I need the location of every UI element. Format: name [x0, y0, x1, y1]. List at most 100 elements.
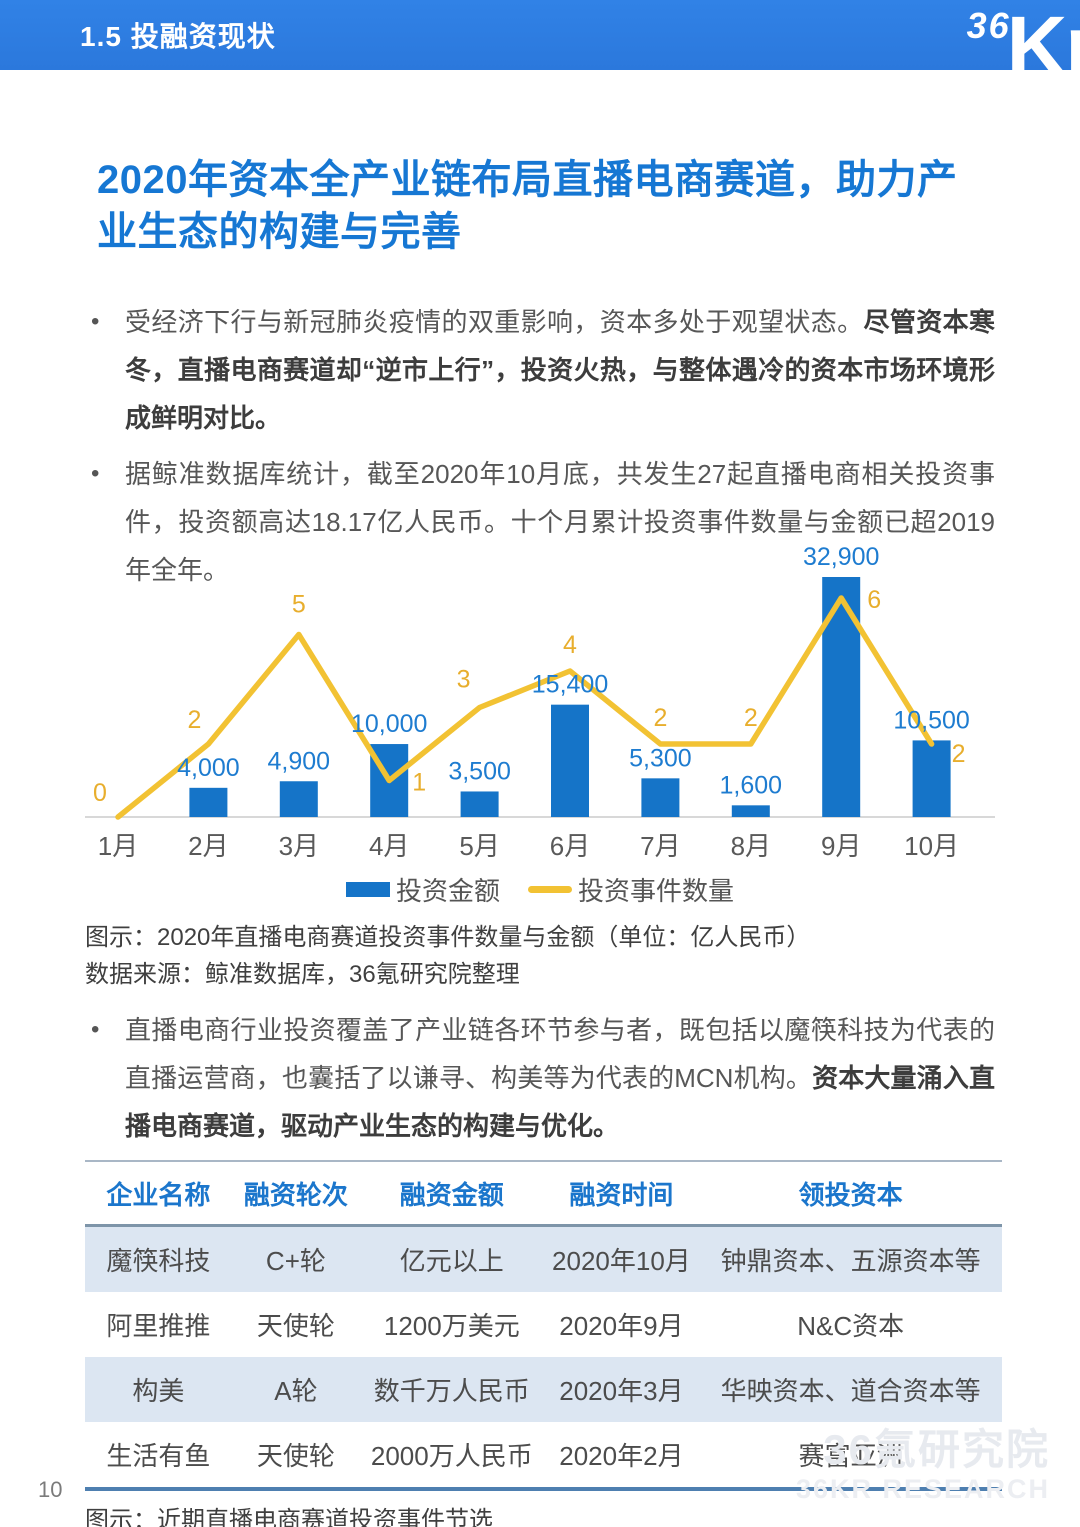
bar-3月 — [279, 781, 318, 817]
table-head: 企业名称 融资轮次 融资金额 融资时间 领投资本 — [85, 1161, 1002, 1227]
legend-swatch-line — [528, 886, 572, 893]
bar-value-label: 1,600 — [720, 771, 783, 799]
line-series — [115, 595, 935, 820]
table-header-cell: 融资轮次 — [231, 1161, 361, 1227]
legend-label-count: 投资事件数量 — [578, 876, 735, 906]
table-row: 构美 A轮 数千万人民币 2020年3月 华映资本、道合资本等 — [85, 1357, 1002, 1422]
table-body: 魔筷科技 C+轮 亿元以上 2020年10月 钟鼎资本、五源资本等 阿里推推 天… — [85, 1225, 1002, 1490]
chart-caption: 图示：2020年直播电商赛道投资事件数量与金额（单位：亿人民币） — [85, 924, 811, 951]
x-tick-label: 7月 — [640, 831, 680, 861]
watermark: 36氪研究院 36KR RESEARCH — [796, 1426, 1050, 1505]
bullet-dot-icon: • — [91, 308, 100, 335]
x-tick-label: 6月 — [550, 831, 590, 861]
bullet-dot-icon: • — [91, 460, 100, 487]
table-cell: N&C资本 — [797, 1311, 905, 1341]
chart-legend: 投资金额 投资事件数量 — [85, 871, 995, 908]
table-header-cell: 融资时间 — [543, 1161, 700, 1227]
logo-kr-text: Kr — [1006, 0, 1080, 70]
table-row: 阿里推推 天使轮 1200万美元 2020年9月 N&C资本 — [85, 1292, 1002, 1357]
table-caption: 图示：近期直播电商赛道投资事件节选 — [85, 1507, 493, 1527]
bullet-item-3: • 直播电商行业投资覆盖了产业链各环节参与者，既包括以魔筷科技为代表的直播运营商… — [85, 1006, 995, 1150]
x-tick-label: 2月 — [188, 831, 228, 861]
table-cell: 魔筷科技 — [106, 1246, 211, 1276]
legend-item-count: 投资事件数量 — [528, 871, 734, 908]
investment-chart: 0 1月 4,000 2 2月 4,900 5 3月 10,000 1 4月 3,500 3 5月 15,4… — [85, 532, 995, 992]
table-cell: 构美 — [132, 1376, 185, 1406]
bar-value-label: 4,900 — [268, 747, 331, 775]
bullet-dot-icon: • — [91, 1016, 100, 1043]
table-header-cell: 企业名称 — [85, 1161, 232, 1227]
table-cell: 钟鼎资本、五源资本等 — [720, 1246, 981, 1276]
chart-source: 数据来源：鲸准数据库，36氪研究院整理 — [85, 961, 520, 988]
table-header-row: 企业名称 融资轮次 融资金额 融资时间 领投资本 — [85, 1161, 1002, 1227]
line-point-label: 6 — [867, 586, 881, 614]
text-segment: 直播电商行业投资覆盖了产业链各环节参与者，既包括以魔筷科技为代表的直播运营商，也… — [125, 1015, 995, 1093]
bar-8月 — [731, 805, 770, 817]
text-segment: 尽管资本寒冬，直播电商赛道却“逆市上行”，投资火热，与整体遇冷的资本市场环境形成… — [125, 307, 995, 433]
line-point-label: 1 — [412, 769, 426, 797]
line-point-label: 3 — [457, 666, 471, 694]
line-point-label: 0 — [93, 779, 107, 807]
chart-canvas: 0 1月 4,000 2 2月 4,900 5 3月 10,000 1 4月 3,500 3 5月 15,4… — [85, 543, 995, 861]
table-cell: 天使轮 — [256, 1311, 335, 1341]
table-cell: 1200万美元 — [383, 1311, 520, 1341]
legend-item-amount: 投资金额 — [345, 871, 500, 908]
line-point-label: 2 — [952, 740, 966, 768]
line-point-label: 2 — [653, 704, 667, 732]
bar-9月 — [822, 577, 861, 817]
page-title: 2020年资本全产业链布局直播电商赛道，助力产业生态的构建与完善 — [97, 158, 958, 254]
bullet-text-3: 直播电商行业投资覆盖了产业链各环节参与者，既包括以魔筷科技为代表的直播运营商，也… — [125, 1006, 995, 1150]
page-number: 10 — [38, 1477, 63, 1502]
legend-label-amount: 投资金额 — [395, 876, 500, 906]
36kr-logo: 36 Kr — [967, 4, 1080, 70]
table-cell: 阿里推推 — [106, 1311, 211, 1341]
bullet-item-1: • 受经济下行与新冠肺炎疫情的双重影响，资本多处于观望状态。尽管资本寒冬，直播电… — [85, 298, 995, 442]
table-cell: 数千万人民币 — [373, 1376, 530, 1406]
x-tick-label: 5月 — [459, 831, 499, 861]
table-cell: 天使轮 — [256, 1441, 335, 1471]
bar-7月 — [641, 778, 680, 817]
x-tick-label: 1月 — [98, 831, 138, 861]
bar-10月 — [912, 740, 951, 817]
bullet-list: • 受经济下行与新冠肺炎疫情的双重影响，资本多处于观望状态。尽管资本寒冬，直播电… — [85, 298, 995, 594]
bar-6月 — [551, 704, 589, 817]
line-point-label: 4 — [563, 631, 577, 659]
bar-value-label: 5,300 — [629, 744, 692, 772]
table-cell: C+轮 — [265, 1246, 326, 1276]
watermark-en: 36KR RESEARCH — [795, 1473, 1050, 1504]
x-tick-label: 10月 — [904, 831, 959, 861]
text-segment: 据鲸准数据库统计，截至2020年10月底，共发生27起直播电商相关投资事件，投资… — [125, 459, 995, 585]
table-cell: 2000万人民币 — [370, 1441, 533, 1471]
table-cell: 2020年10月 — [552, 1246, 691, 1276]
bar-2月 — [189, 787, 228, 817]
page-content: 2020年资本全产业链布局直播电商赛道，助力产业生态的构建与完善 • 受经济下行… — [0, 154, 1080, 1527]
financing-table: 企业名称 融资轮次 融资金额 融资时间 领投资本 魔筷科技 C+轮 亿元以上 2… — [85, 1160, 1002, 1491]
table-cell: 赛富亚洲 — [798, 1441, 903, 1471]
bullet-item-2: • 据鲸准数据库统计，截至2020年10月底，共发生27起直播电商相关投资事件，… — [85, 450, 995, 594]
bar-value-label: 32,900 — [803, 543, 879, 571]
table-header-cell: 领投资本 — [699, 1161, 1002, 1227]
bar-5月 — [460, 791, 499, 817]
table-cell: 生活有鱼 — [106, 1441, 211, 1471]
table-cell: 2020年2月 — [559, 1441, 684, 1471]
bar-value-label: 3,500 — [448, 757, 511, 785]
table-cell: 亿元以上 — [399, 1246, 504, 1276]
x-tick-label: 9月 — [821, 831, 861, 861]
text-segment: 受经济下行与新冠肺炎疫情的双重影响，资本多处于观望状态。 — [125, 307, 864, 337]
logo-36-text: 36 — [966, 5, 1011, 46]
bar-value-label: 10,000 — [351, 710, 427, 738]
bullet-text-2: 据鲸准数据库统计，截至2020年10月底，共发生27起直播电商相关投资事件，投资… — [125, 450, 995, 594]
table-row: 魔筷科技 C+轮 亿元以上 2020年10月 钟鼎资本、五源资本等 — [85, 1225, 1002, 1292]
table-cell: A轮 — [274, 1376, 318, 1406]
line-point-label: 5 — [292, 591, 306, 619]
table-cell: 华映资本、道合资本等 — [720, 1376, 981, 1406]
x-tick-label: 3月 — [279, 831, 319, 861]
table-cell: 2020年3月 — [559, 1376, 684, 1406]
table-header-cell: 融资金额 — [360, 1161, 544, 1227]
legend-swatch-bar — [345, 882, 390, 897]
watermark-cn: 36氪研究院 — [823, 1425, 1050, 1473]
x-tick-label: 8月 — [731, 831, 771, 861]
page-header: 1.5 投融资现状 36 Kr — [0, 0, 1080, 70]
line-point-label: 2 — [187, 706, 201, 734]
